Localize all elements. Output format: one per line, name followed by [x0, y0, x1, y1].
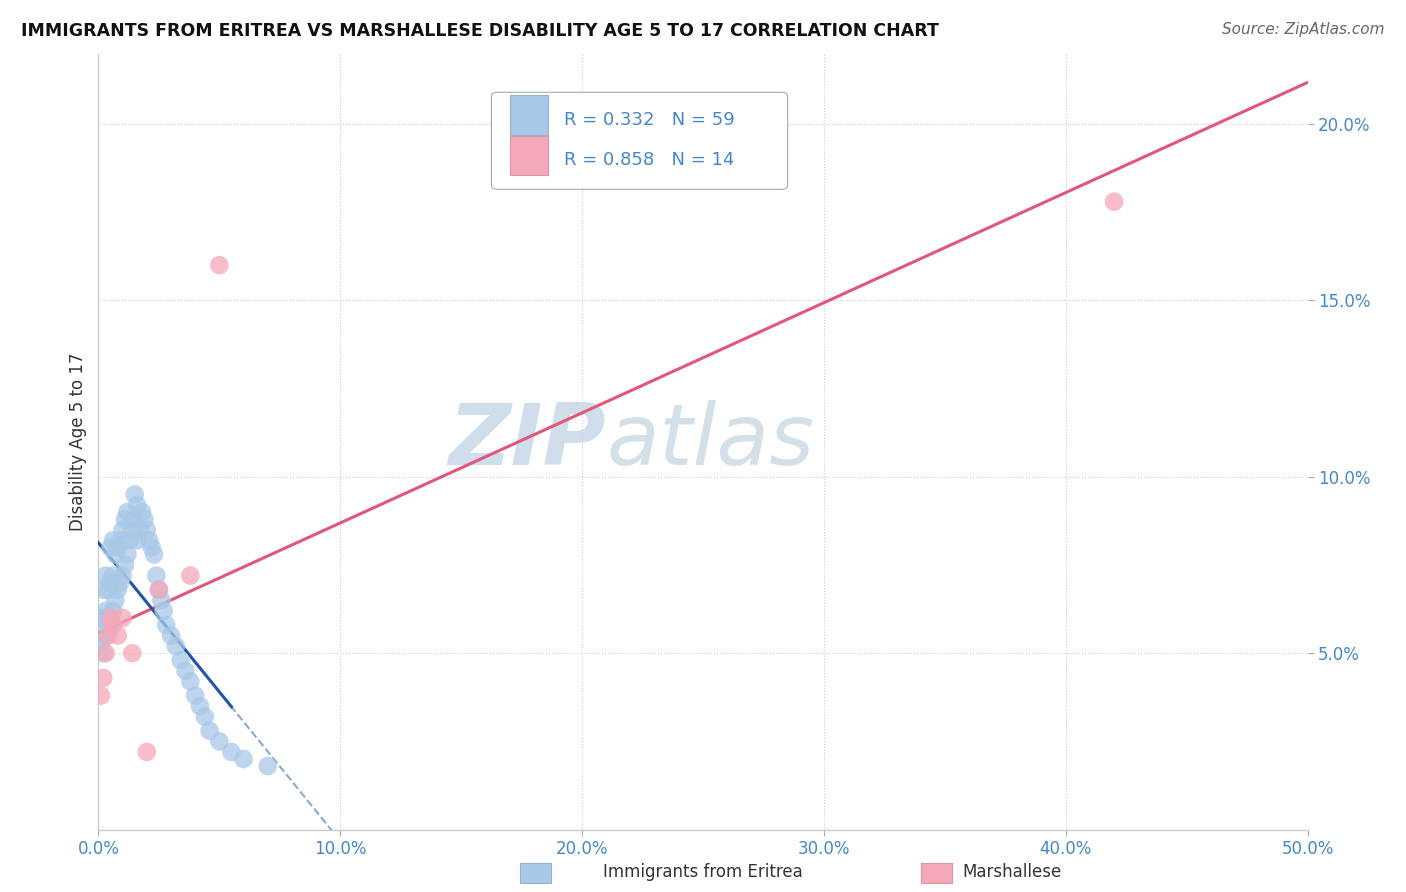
Point: [138, 533, 160, 548]
Point: [148, 582, 170, 597]
Y-axis label: Disability Age 5 to 17: Disability Age 5 to 17: [69, 352, 87, 531]
Text: ZIP: ZIP: [449, 400, 606, 483]
Point: [90, 635, 112, 649]
FancyBboxPatch shape: [509, 95, 548, 136]
Text: Marshallese: Marshallese: [963, 863, 1062, 881]
Point: [131, 505, 153, 519]
Point: [91, 582, 114, 597]
Point: [118, 533, 141, 548]
Point: [135, 745, 157, 759]
Point: [208, 734, 231, 748]
Point: [111, 611, 134, 625]
Point: [104, 548, 127, 562]
Text: IMMIGRANTS FROM ERITREA VS MARSHALLESE DISABILITY AGE 5 TO 17 CORRELATION CHART: IMMIGRANTS FROM ERITREA VS MARSHALLESE D…: [21, 22, 939, 40]
Point: [107, 628, 129, 642]
Point: [188, 699, 211, 714]
Point: [90, 689, 112, 703]
Point: [101, 604, 124, 618]
Point: [108, 575, 131, 590]
Point: [152, 604, 174, 618]
Point: [107, 541, 129, 555]
Point: [97, 618, 120, 632]
Point: [101, 568, 124, 582]
Point: [134, 512, 156, 526]
Point: [127, 533, 149, 548]
Point: [97, 628, 120, 642]
Point: [111, 568, 134, 582]
Point: [100, 611, 122, 625]
Point: [91, 646, 114, 660]
Point: [145, 568, 167, 582]
Point: [94, 604, 117, 618]
Point: [232, 752, 254, 766]
Point: [194, 709, 217, 723]
Point: [208, 258, 231, 272]
Point: [135, 523, 157, 537]
Point: [1102, 194, 1125, 209]
Text: R = 0.858   N = 14: R = 0.858 N = 14: [564, 151, 734, 169]
Point: [97, 582, 120, 597]
Point: [100, 611, 122, 625]
FancyBboxPatch shape: [492, 93, 787, 189]
Text: R = 0.332   N = 59: R = 0.332 N = 59: [564, 111, 735, 128]
Point: [169, 653, 191, 667]
Point: [94, 568, 117, 582]
Point: [155, 618, 177, 632]
Point: [124, 487, 146, 501]
Point: [124, 512, 146, 526]
Point: [114, 512, 136, 526]
Point: [160, 628, 183, 642]
Point: [150, 593, 173, 607]
Point: [111, 523, 134, 537]
Point: [141, 541, 163, 555]
Point: [117, 505, 139, 519]
Point: [94, 628, 117, 642]
Point: [100, 541, 122, 555]
Point: [90, 611, 112, 625]
Point: [165, 639, 187, 653]
Point: [179, 674, 201, 689]
Point: [117, 548, 139, 562]
Point: [198, 723, 221, 738]
Point: [94, 646, 117, 660]
Point: [179, 568, 201, 582]
Point: [107, 582, 129, 597]
Text: atlas: atlas: [606, 400, 814, 483]
Point: [108, 533, 131, 548]
Point: [104, 593, 127, 607]
Point: [143, 548, 166, 562]
Point: [256, 759, 278, 773]
Point: [114, 558, 136, 572]
Point: [91, 671, 114, 685]
Point: [101, 533, 124, 548]
Point: [128, 523, 150, 537]
FancyBboxPatch shape: [509, 136, 548, 176]
Point: [184, 689, 207, 703]
Point: [101, 618, 124, 632]
Point: [221, 745, 243, 759]
Point: [174, 664, 197, 678]
Point: [91, 611, 114, 625]
Text: Source: ZipAtlas.com: Source: ZipAtlas.com: [1222, 22, 1385, 37]
Point: [121, 646, 143, 660]
Point: [121, 523, 143, 537]
Point: [127, 498, 149, 512]
Point: [148, 582, 170, 597]
Text: Immigrants from Eritrea: Immigrants from Eritrea: [603, 863, 803, 881]
Point: [100, 575, 122, 590]
